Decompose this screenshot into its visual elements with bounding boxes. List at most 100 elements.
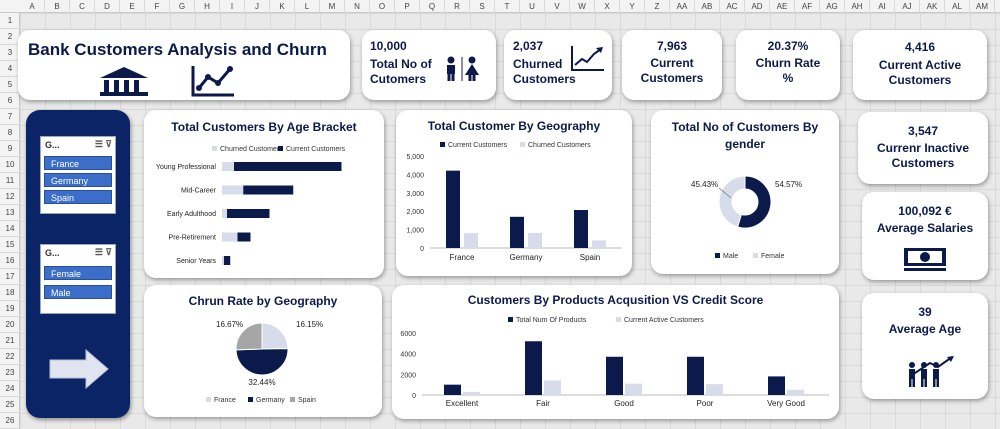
- column-header-x[interactable]: X: [595, 0, 620, 13]
- multi-select-icon[interactable]: ☰: [94, 139, 103, 149]
- credit-category-label: Very Good: [767, 399, 805, 408]
- row-header-18[interactable]: 18: [0, 285, 20, 301]
- legend-label-0: Current Customers: [448, 142, 508, 149]
- row-header-23[interactable]: 23: [0, 365, 20, 381]
- column-header-c[interactable]: C: [70, 0, 95, 13]
- row-header-7[interactable]: 7: [0, 109, 20, 125]
- legend-label-0: Churned Customers: [220, 146, 283, 153]
- column-header-ak[interactable]: AK: [920, 0, 945, 13]
- age-bar-current: [224, 256, 231, 265]
- row-header-4[interactable]: 4: [0, 61, 20, 77]
- credit-category-label: Poor: [697, 399, 714, 408]
- column-header-b[interactable]: B: [45, 0, 70, 13]
- column-header-ag[interactable]: AG: [820, 0, 845, 13]
- column-header-q[interactable]: Q: [420, 0, 445, 13]
- column-header-d[interactable]: D: [95, 0, 120, 13]
- geography-slicer[interactable]: G... ☰ ⊽ France Germany Spain: [40, 136, 116, 214]
- row-header-11[interactable]: 11: [0, 173, 20, 189]
- gender-slicer[interactable]: G... ☰ ⊽ Female Male: [40, 244, 116, 314]
- column-header-k[interactable]: K: [270, 0, 295, 13]
- row-header-10[interactable]: 10: [0, 157, 20, 173]
- y-tick-label: 6000: [400, 331, 416, 338]
- column-header-u[interactable]: U: [520, 0, 545, 13]
- column-header-aj[interactable]: AJ: [895, 0, 920, 13]
- column-header-j[interactable]: J: [245, 0, 270, 13]
- column-header-ac[interactable]: AC: [720, 0, 745, 13]
- row-header-26[interactable]: 26: [0, 413, 20, 429]
- row-header-3[interactable]: 3: [0, 45, 20, 61]
- column-header-l[interactable]: L: [295, 0, 320, 13]
- row-header-17[interactable]: 17: [0, 269, 20, 285]
- column-header-ad[interactable]: AD: [745, 0, 770, 13]
- row-header-14[interactable]: 14: [0, 221, 20, 237]
- legend-swatch-0: [508, 317, 513, 322]
- column-header-f[interactable]: F: [145, 0, 170, 13]
- column-header-e[interactable]: E: [120, 0, 145, 13]
- products-credit-chart: Total Num Of Products Current Active Cust…: [400, 317, 829, 408]
- products-chart-title: Customers By Products Acqusition VS Cred…: [467, 293, 764, 307]
- row-header-24[interactable]: 24: [0, 381, 20, 397]
- column-header-ae[interactable]: AE: [770, 0, 795, 13]
- age-bar-current: [227, 209, 270, 218]
- column-header-ab[interactable]: AB: [695, 0, 720, 13]
- column-header-al[interactable]: AL: [945, 0, 970, 13]
- arrow-right-icon[interactable]: [48, 348, 110, 390]
- kpi-inactive-value: 3,547: [907, 124, 939, 138]
- geo-bar-current: [446, 170, 460, 248]
- row-header-21[interactable]: 21: [0, 333, 20, 349]
- row-header-13[interactable]: 13: [0, 205, 20, 221]
- column-header-ai[interactable]: AI: [870, 0, 895, 13]
- row-header-16[interactable]: 16: [0, 253, 20, 269]
- row-header-2[interactable]: 2: [0, 29, 20, 45]
- column-header-w[interactable]: W: [570, 0, 595, 13]
- row-header-25[interactable]: 25: [0, 397, 20, 413]
- legend-swatch-france: [206, 397, 211, 402]
- row-header-22[interactable]: 22: [0, 349, 20, 365]
- row-header-15[interactable]: 15: [0, 237, 20, 253]
- row-header-5[interactable]: 5: [0, 77, 20, 93]
- row-header-19[interactable]: 19: [0, 301, 20, 317]
- people-icon: [447, 56, 479, 81]
- kpi-current-active: 4,416 Current Active Customers: [853, 30, 987, 100]
- legend-label-spain: Spain: [298, 397, 316, 404]
- slicer-item-male[interactable]: Male: [44, 285, 112, 299]
- legend-label-1: Current Active Customers: [624, 317, 704, 324]
- column-header-z[interactable]: Z: [645, 0, 670, 13]
- column-header-s[interactable]: S: [470, 0, 495, 13]
- slicer-item-spain[interactable]: Spain: [44, 190, 112, 204]
- row-header-20[interactable]: 20: [0, 317, 20, 333]
- credit-category-label: Fair: [536, 399, 550, 408]
- column-header-af[interactable]: AF: [795, 0, 820, 13]
- y-tick-label: 0: [420, 246, 424, 253]
- row-header-1[interactable]: 1: [0, 13, 20, 29]
- column-header-o[interactable]: O: [370, 0, 395, 13]
- clear-filter-icon[interactable]: ⊽: [105, 139, 112, 149]
- row-header-6[interactable]: 6: [0, 93, 20, 109]
- column-header-m[interactable]: M: [320, 0, 345, 13]
- row-header-9[interactable]: 9: [0, 141, 20, 157]
- column-header-t[interactable]: T: [495, 0, 520, 13]
- column-header-p[interactable]: P: [395, 0, 420, 13]
- clear-filter-icon[interactable]: ⊽: [105, 247, 112, 257]
- column-header-ah[interactable]: AH: [845, 0, 870, 13]
- gender-slice-female: [718, 175, 746, 228]
- row-header-8[interactable]: 8: [0, 125, 20, 141]
- column-header-n[interactable]: N: [345, 0, 370, 13]
- column-header-g[interactable]: G: [170, 0, 195, 13]
- column-header-y[interactable]: Y: [620, 0, 645, 13]
- column-header-v[interactable]: V: [545, 0, 570, 13]
- slicer-item-france[interactable]: France: [44, 156, 112, 170]
- products-bar-active: [544, 380, 561, 395]
- row-header-12[interactable]: 12: [0, 189, 20, 205]
- column-header-a[interactable]: A: [20, 0, 45, 13]
- slicer-item-female[interactable]: Female: [44, 266, 112, 280]
- column-header-aa[interactable]: AA: [670, 0, 695, 13]
- kpi-churned-value: 2,037: [513, 39, 544, 53]
- slicer-item-germany[interactable]: Germany: [44, 173, 112, 187]
- geography-slicer-header: G... ☰ ⊽: [41, 137, 115, 154]
- column-header-i[interactable]: I: [220, 0, 245, 13]
- column-header-h[interactable]: H: [195, 0, 220, 13]
- column-header-am[interactable]: AM: [970, 0, 995, 13]
- column-header-r[interactable]: R: [445, 0, 470, 13]
- multi-select-icon[interactable]: ☰: [94, 247, 103, 257]
